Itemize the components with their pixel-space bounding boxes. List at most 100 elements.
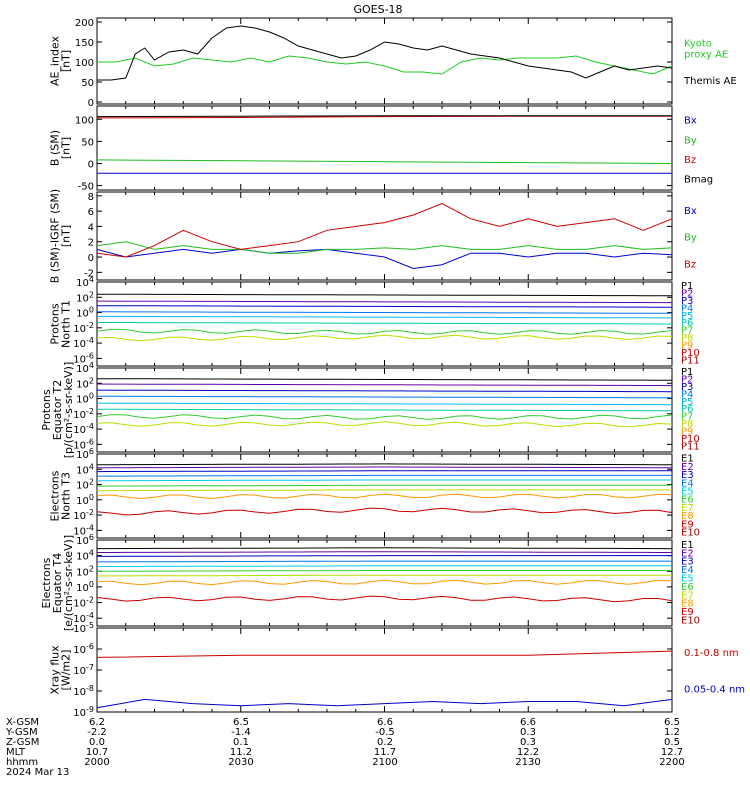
legend-entry: E10 <box>681 528 700 539</box>
series-line-themis-ae <box>97 25 673 81</box>
legend-entry: Bx <box>684 206 697 217</box>
y-axis-label: [nT] <box>60 225 73 247</box>
footer-value: 0.0 <box>89 737 105 748</box>
footer-value: 12.7 <box>661 747 683 758</box>
series-line-e7 <box>96 574 672 577</box>
y-tick-label: 4 <box>88 222 94 233</box>
plot-title: GOES-18 <box>353 3 402 16</box>
series-line-e8 <box>96 579 673 586</box>
y-tick-label: 10-5 <box>73 621 94 635</box>
legend-entry: Bz <box>684 155 696 166</box>
y-axis-label: Equator T4 <box>51 553 64 613</box>
footer-value: 0.3 <box>520 737 536 748</box>
legend-entry: P6 <box>681 404 693 415</box>
y-axis-label: Equator T2 <box>51 380 64 440</box>
y-tick-label: 100 <box>76 306 94 320</box>
legend-entry: E9 <box>681 607 694 618</box>
panel-b_igrf: 8 6 4 2 0 -2 B (SM)-IGRF (SM)[nT] Bx By Bz <box>49 189 697 283</box>
legend-entry: E6 <box>681 495 694 506</box>
footer-value: 0.2 <box>377 737 393 748</box>
footer-value: -0.5 <box>375 727 395 738</box>
y-tick-label: 2 <box>88 238 94 249</box>
legend-entry: P5 <box>681 311 693 322</box>
series-line-p2 <box>97 300 672 304</box>
legend-entry: P11 <box>681 442 700 453</box>
legend-entry: P5 <box>681 397 693 408</box>
y-tick-label: 104 <box>76 462 94 476</box>
footer-value: 2030 <box>228 757 253 768</box>
y-tick-label: 50 <box>81 137 94 148</box>
series-line-e8 <box>96 493 673 500</box>
y-axis-label: B (SM)-IGRF (SM) <box>49 189 62 283</box>
legend-entry: E5 <box>681 574 694 585</box>
y-tick-label: 0 <box>88 253 94 264</box>
legend-entry: P10 <box>681 348 700 359</box>
series-line-e4 <box>97 474 672 477</box>
series-line-e5 <box>96 565 672 568</box>
legend-entry: P9 <box>681 427 693 438</box>
y-tick-label: 0 <box>88 98 94 109</box>
y-tick-label: 102 <box>76 290 94 304</box>
legend-entry: E4 <box>681 565 694 576</box>
legend-entry: P7 <box>681 326 693 337</box>
y-axis-label: [W/m2] <box>60 650 73 691</box>
legend-entry: E6 <box>681 582 694 593</box>
legend-entry: E3 <box>681 470 694 481</box>
y-axis-label: Xray flux <box>49 645 62 695</box>
series-line-e7 <box>96 489 672 492</box>
legend-entry: 0.05-0.4 nm <box>684 684 745 695</box>
legend-entry: P6 <box>681 318 693 329</box>
y-tick-label: 100 <box>76 580 94 594</box>
panel-frame <box>96 539 673 627</box>
y-tick-label: 104 <box>76 361 94 375</box>
legend-entry: 0.1-0.8 nm <box>684 648 739 659</box>
legend-entry: P4 <box>681 389 693 400</box>
legend-entry: Bx <box>684 116 697 127</box>
y-axis-label: Protons <box>40 389 53 430</box>
legend-entry: Kyoto proxy AE <box>684 38 728 60</box>
y-tick-label: 10-2 <box>73 407 94 421</box>
footer-value: 6.6 <box>520 717 536 728</box>
series-line-e1 <box>97 547 672 550</box>
legend-entry: E8 <box>681 599 694 610</box>
y-tick-label: -2 <box>84 268 94 279</box>
series-line-e2 <box>97 466 672 469</box>
series-line-bx <box>96 248 673 270</box>
series-line-e9 <box>96 595 673 603</box>
y-tick-label: 102 <box>76 478 94 492</box>
legend-entry: P2 <box>681 288 693 299</box>
y-tick-label: 6 <box>88 207 94 218</box>
series-line-p5 <box>96 402 673 406</box>
legend-entry: E8 <box>681 511 694 522</box>
y-axis-label: [nT] <box>60 50 73 72</box>
y-tick-label: 10-4 <box>73 422 94 436</box>
y-tick-label: 100 <box>75 58 94 69</box>
legend-entry: P7 <box>681 412 693 423</box>
series-line-p1 <box>97 378 672 381</box>
series-line-by <box>96 159 673 164</box>
footer-value: -2.2 <box>87 727 107 738</box>
legend-entry: E2 <box>681 462 694 473</box>
footer-value: 6.2 <box>89 717 105 728</box>
legend-entry: E7 <box>681 590 694 601</box>
legend-entry: E10 <box>681 616 700 627</box>
footer-value: 2200 <box>659 757 684 768</box>
series-line-p8 <box>96 334 673 342</box>
y-tick-label: 102 <box>76 376 94 390</box>
series-line-e6 <box>96 570 672 572</box>
y-axis-label: [e/(cm²-s-sr-keV)] <box>62 535 75 631</box>
y-tick-label: 10-2 <box>73 596 94 610</box>
legend-entry: P9 <box>681 341 693 352</box>
y-tick-label: 104 <box>76 275 94 289</box>
series-line-e6 <box>96 484 672 487</box>
footer-row-label: X-GSM <box>6 717 39 728</box>
panel-frame <box>96 627 673 713</box>
footer-value: 6.5 <box>664 717 680 728</box>
series-line-0-1-0-8-nm <box>96 650 673 658</box>
y-axis-label: North T1 <box>60 300 73 348</box>
y-tick-label: 200 <box>75 18 94 29</box>
footer-value: 6.5 <box>233 717 249 728</box>
footer-value: 0.1 <box>233 737 249 748</box>
